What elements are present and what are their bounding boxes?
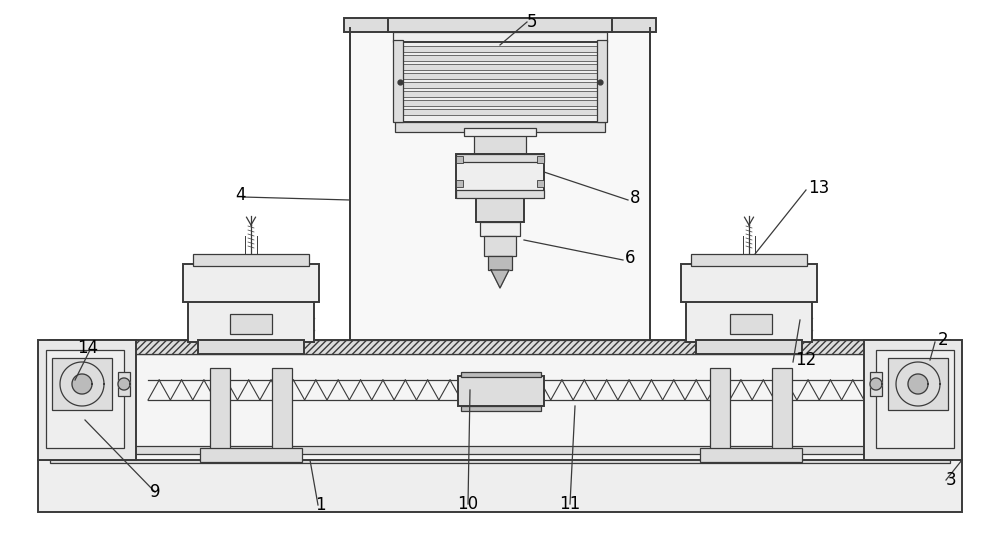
Bar [484,236,516,256]
Text: 11: 11 [559,495,581,513]
Text: 14: 14 [77,339,99,357]
Bar [210,368,230,456]
Polygon shape [72,374,92,394]
Bar [400,82,600,88]
Bar [537,156,544,163]
Bar [696,340,802,354]
Polygon shape [60,362,104,406]
Text: 5: 5 [527,13,538,31]
Text: 12: 12 [795,351,816,369]
Bar [686,300,812,342]
Bar [400,46,600,52]
Bar [461,406,541,411]
Bar [400,109,600,115]
Bar [456,180,463,187]
Bar [230,314,272,334]
Bar [461,372,541,377]
Bar [474,132,526,154]
Bar [456,190,544,198]
Bar [118,372,130,396]
Bar [458,376,544,406]
Bar [193,254,309,266]
Bar [400,73,600,79]
Bar [188,300,314,342]
Bar [710,368,730,456]
Polygon shape [908,374,928,394]
Bar [537,180,544,187]
Bar [38,340,136,460]
Bar [864,340,962,460]
Bar [344,18,656,32]
Bar [400,100,600,106]
Bar [272,368,292,456]
Polygon shape [118,378,130,390]
Bar [476,198,524,222]
Bar [681,264,817,302]
Bar [395,122,605,132]
Bar [400,42,600,122]
Bar [456,154,544,198]
Bar [876,350,954,448]
Bar [183,264,319,302]
Bar [400,64,600,70]
Bar [52,358,112,410]
Bar [388,18,612,32]
Text: 10: 10 [457,495,479,513]
Bar [730,314,772,334]
Text: 13: 13 [808,179,829,197]
Bar [488,256,512,270]
Bar [50,340,950,354]
Polygon shape [491,270,509,288]
Bar [456,156,463,163]
Bar [772,368,792,456]
Text: 3: 3 [946,471,957,489]
Bar [480,222,520,236]
Bar [198,340,304,354]
Bar [691,254,807,266]
Bar [393,40,403,122]
Bar [464,128,536,136]
Bar [400,91,600,97]
Bar [888,358,948,410]
Bar [58,446,942,454]
Polygon shape [896,362,940,406]
Text: 6: 6 [625,249,636,267]
Text: 9: 9 [150,483,160,501]
Bar [400,55,600,61]
Bar [50,340,950,460]
Bar [200,448,302,462]
Polygon shape [870,378,882,390]
Bar [46,350,124,448]
Text: 2: 2 [938,331,949,349]
Bar [350,28,650,348]
Text: 1: 1 [315,496,325,514]
Bar [393,32,607,42]
Bar [870,372,882,396]
Bar [597,40,607,122]
Text: 4: 4 [235,186,245,204]
Bar [50,455,950,463]
Bar [38,460,962,512]
Bar [700,448,802,462]
Text: 8: 8 [630,189,640,207]
Bar [456,154,544,162]
